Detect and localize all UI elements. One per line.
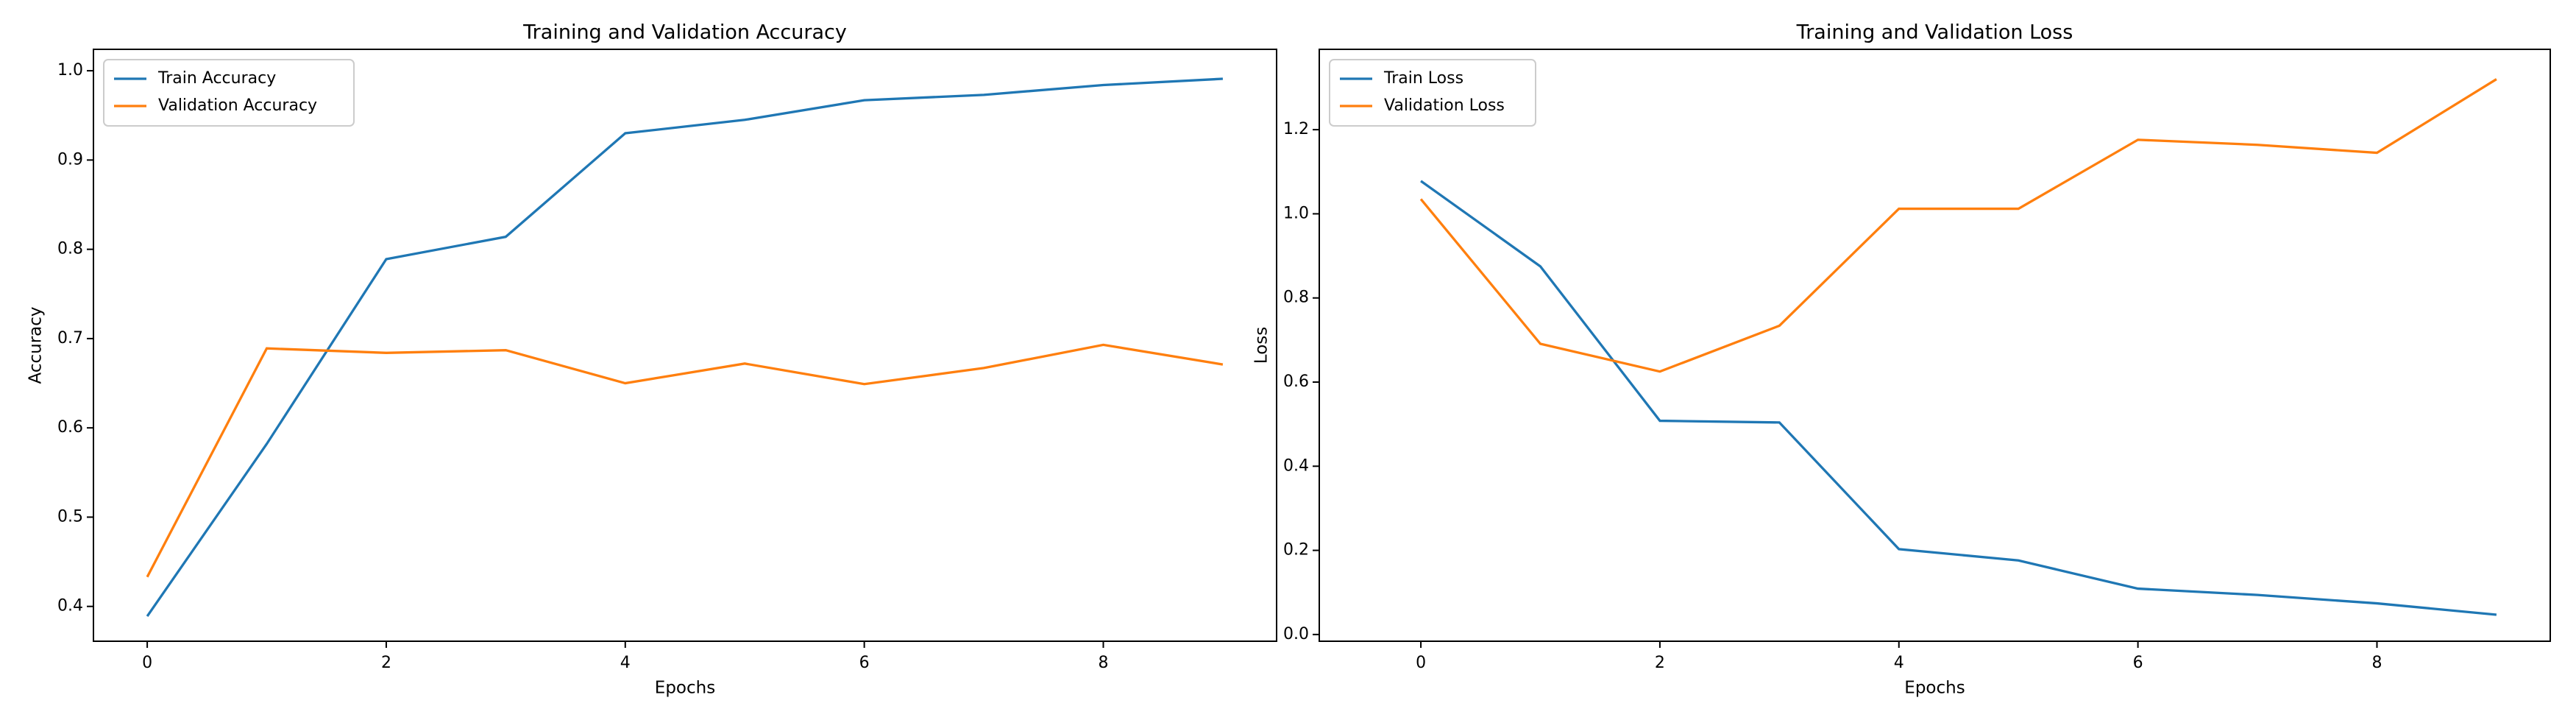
y-tick-label: 0.8 [1283,289,1309,307]
chart-title: Training and Validation Accuracy [522,21,847,44]
y-tick-label: 0.2 [1283,541,1309,560]
y-tick-label: 0.4 [57,597,83,615]
y-tick-label: 0.4 [1283,456,1309,475]
x-tick-label: 8 [1098,654,1108,672]
y-axis-label: Loss [1252,327,1271,364]
axes-frame [1319,49,2551,642]
y-tick-label: 1.2 [1283,120,1309,138]
y-axis-label: Accuracy [26,306,46,384]
y-tick-label: 0.5 [57,507,83,526]
axes-frame [93,49,1277,642]
x-tick-label: 0 [142,654,152,672]
x-tick-label: 2 [1655,654,1665,672]
x-tick-label: 6 [859,654,870,672]
y-tick-label: 0.0 [1283,625,1309,643]
legend-label: Train Loss [1383,69,1463,88]
x-tick-label: 4 [1894,654,1904,672]
legend-label: Validation Accuracy [158,96,317,115]
x-axis-label: Epochs [1904,679,1965,698]
data-line [1419,78,2497,373]
legend-box [1329,59,1536,127]
y-tick-label: 0.6 [1283,373,1309,391]
chart-panel: Training and Validation Loss Epochs Loss 0 2… [1252,21,2551,698]
x-tick-label: 2 [381,654,391,672]
chart-title: Training and Validation Loss [1796,21,2073,44]
y-tick-label: 0.9 [57,150,83,169]
data-line [1420,180,2497,616]
y-tick-label: 0.8 [57,240,83,258]
chart-panel: Training and Validation Accuracy Epochs Ac… [26,21,1277,698]
x-axis-label: Epochs [655,679,715,698]
x-tick-label: 4 [620,654,631,672]
y-tick-label: 0.6 [57,418,83,437]
legend-label: Train Accuracy [157,69,276,88]
y-tick-label: 1.0 [57,61,83,80]
x-tick-label: 6 [2133,654,2143,672]
data-line [146,77,1223,617]
x-tick-label: 0 [1416,654,1426,672]
y-tick-label: 1.0 [1283,204,1309,222]
legend-box [103,59,355,127]
x-tick-label: 8 [2371,654,2382,672]
data-line [146,343,1224,578]
y-tick-label: 0.7 [57,329,83,347]
legend-label: Validation Loss [1384,96,1505,115]
